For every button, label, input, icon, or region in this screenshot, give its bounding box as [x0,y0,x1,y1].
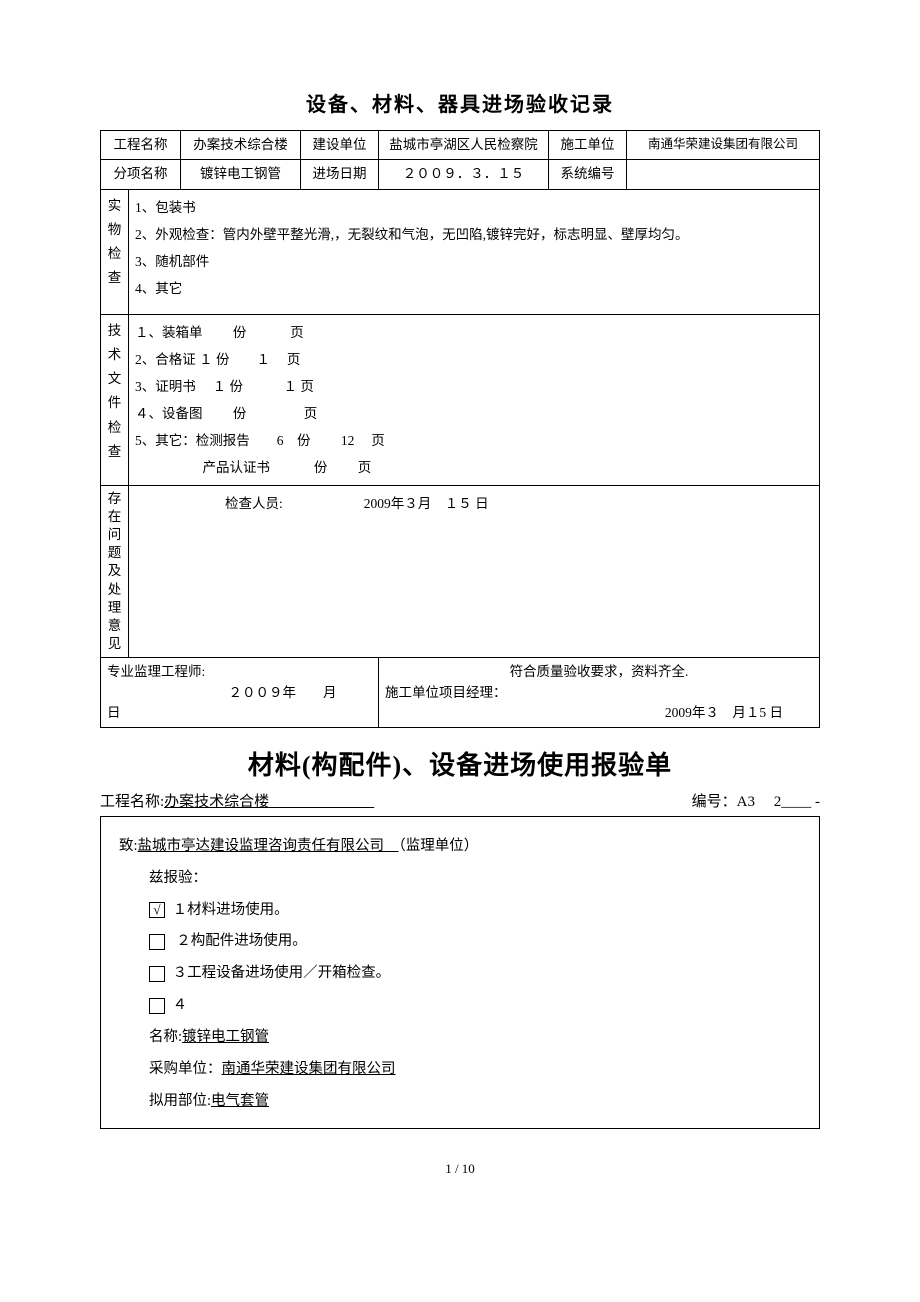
name-line: 名称:镀锌电工钢管 [119,1022,801,1054]
form2-number-value: A3 2____ - [737,794,820,810]
to-line: 致:盐城市亭达建设监理咨询责任有限公司 （监理单位） [119,831,801,863]
section2-body: １、装箱单 份 页 2、合格证 １ 份 １ 页 3、证明书 １ 份 １ 页 ４、… [129,314,820,485]
value-builder: 盐城市亭湖区人民检察院 [379,131,549,160]
label-contractor: 施工单位 [549,131,627,160]
option-2: ２构配件进场使用。 [119,926,801,958]
value-sysno [627,160,820,189]
section2-line4: ４、设备图 份 页 [135,400,813,427]
section2-label: 技术文件检查 [101,314,129,485]
form2-project-label: 工程名称: [100,794,164,810]
title-second: 材料(构配件)、设备进场使用报验单 [100,746,820,785]
table-row: 技术文件检查 １、装箱单 份 页 2、合格证 １ 份 １ 页 3、证明书 １ 份… [101,314,820,485]
bottom-left: 专业监理工程师: ２００９年 月 日 [101,658,379,728]
pm-date: 2009年３ 月１5 日 [385,703,813,723]
section3-text: 检查人员: 2009年３月 １５ 日 [135,490,813,517]
report-box: 致:盐城市亭达建设监理咨询责任有限公司 （监理单位） 兹报验： √ １材料进场使… [100,816,820,1129]
label-builder: 建设单位 [301,131,379,160]
bottom-right: 符合质量验收要求，资料齐全. 施工单位项目经理： 2009年３ 月１5 日 [379,658,820,728]
value-subitem: 镀锌电工钢管 [181,160,301,189]
option-4: ４ [119,990,801,1022]
checkbox-1[interactable]: √ [149,902,165,918]
use-value: 电气套管 [211,1093,269,1109]
label-date: 进场日期 [301,160,379,189]
section1-line1: 1、包装书 [135,194,813,221]
form2-project-value: 办案技术综合楼 [164,794,374,810]
section1-label: 实物检查 [101,189,129,314]
buyer-value: 南通华荣建设集团有限公司 [222,1061,396,1077]
to-value: 盐城市亭达建设监理咨询责任有限公司 [138,838,399,854]
supervisor-date: ２００９年 月 日 [107,683,372,724]
section2-line1: １、装箱单 份 页 [135,319,813,346]
checkbox-3[interactable] [149,966,165,982]
option-4-text: ４ [173,997,188,1013]
table-row: 存在问题及处理意见 检查人员: 2009年３月 １５ 日 [101,485,820,658]
option-1-text: １材料进场使用。 [173,902,289,918]
section2-line6: 产品认证书 份 页 [135,454,813,481]
table-row: 工程名称 办案技术综合楼 建设单位 盐城市亭湖区人民检察院 施工单位 南通华荣建… [101,131,820,160]
section2-line2: 2、合格证 １ 份 １ 页 [135,346,813,373]
buyer-line: 采购单位：南通华荣建设集团有限公司 [119,1054,801,1086]
supervisor-label: 专业监理工程师: [107,662,372,682]
section2-line3: 3、证明书 １ 份 １ 页 [135,373,813,400]
section1-line4: 4、其它 [135,275,813,302]
label-project: 工程名称 [101,131,181,160]
form2-project: 工程名称:办案技术综合楼 [100,791,374,814]
buyer-label: 采购单位： [149,1061,222,1077]
label-sysno: 系统编号 [549,160,627,189]
option-3: ３工程设备进场使用／开箱检查。 [119,958,801,990]
page-footer: 1 / 10 [100,1159,820,1179]
pm-label: 施工单位项目经理： [385,683,813,703]
table-row: 实物检查 1、包装书 2、外观检查：管内外壁平整光滑,，无裂纹和气泡，无凹陷,镀… [101,189,820,314]
section3-body: 检查人员: 2009年３月 １５ 日 [129,485,820,658]
table-row: 专业监理工程师: ２００９年 月 日 符合质量验收要求，资料齐全. 施工单位项目… [101,658,820,728]
form2-number: 编号：A3 2____ - [692,791,820,814]
form2-number-label: 编号： [692,794,737,810]
option-3-text: ３工程设备进场使用／开箱检查。 [173,965,391,981]
name-value: 镀锌电工钢管 [182,1029,269,1045]
use-line: 拟用部位:电气套管 [119,1086,801,1118]
value-project: 办案技术综合楼 [181,131,301,160]
intro-line: 兹报验： [119,863,801,895]
checkbox-2[interactable] [149,934,165,950]
value-date: ２００９．３．１５ [379,160,549,189]
to-suffix: （监理单位） [399,838,479,854]
section1-line2: 2、外观检查：管内外壁平整光滑,，无裂纹和气泡，无凹陷,镀锌完好，标志明显、壁厚… [135,221,813,248]
use-label: 拟用部位: [149,1093,211,1109]
label-subitem: 分项名称 [101,160,181,189]
section1-body: 1、包装书 2、外观检查：管内外壁平整光滑,，无裂纹和气泡，无凹陷,镀锌完好，标… [129,189,820,314]
section2-line5: 5、其它：检测报告 6 份 12 页 [135,427,813,454]
option-1: √ １材料进场使用。 [119,895,801,927]
title-main: 设备、材料、器具进场验收记录 [100,90,820,120]
section1-line3: 3、随机部件 [135,248,813,275]
form2-header: 工程名称:办案技术综合楼 编号：A3 2____ - [100,791,820,814]
acceptance-table: 工程名称 办案技术综合楼 建设单位 盐城市亭湖区人民检察院 施工单位 南通华荣建… [100,130,820,728]
section3-label: 存在问题及处理意见 [101,485,129,658]
table-row: 分项名称 镀锌电工钢管 进场日期 ２００９．３．１５ 系统编号 [101,160,820,189]
to-label: 致: [119,838,138,854]
checkbox-4[interactable] [149,998,165,1014]
conclusion-text: 符合质量验收要求，资料齐全. [385,662,813,682]
name-label: 名称: [149,1029,182,1045]
value-contractor: 南通华荣建设集团有限公司 [627,131,820,160]
option-2-text: ２构配件进场使用。 [176,933,307,949]
